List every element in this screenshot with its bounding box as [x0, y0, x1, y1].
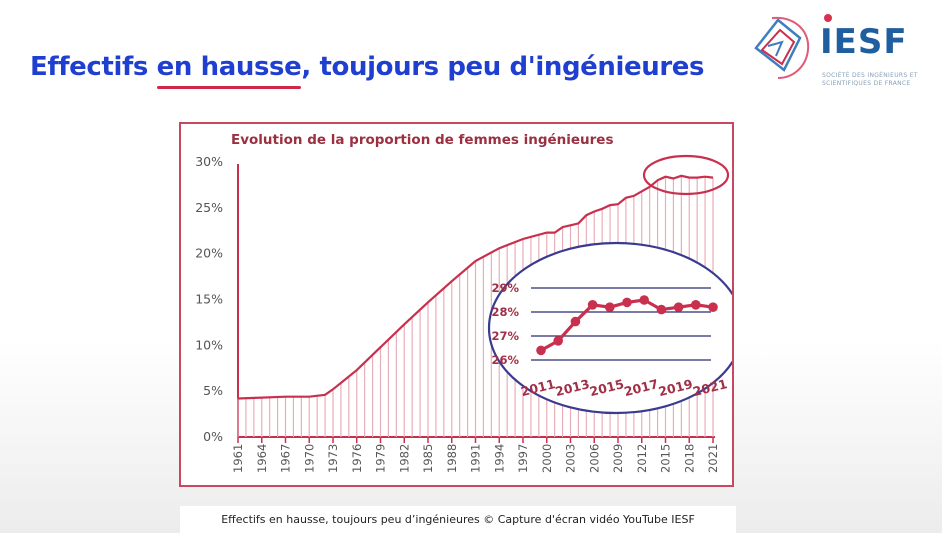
headline-part-2: , toujours peu d'ingénieures: [301, 52, 705, 82]
x-tick-label: 1979: [374, 444, 388, 473]
inset-data-point: [673, 302, 684, 312]
inset-y-tick-label: 28%: [491, 305, 519, 319]
highlight-ellipse: [642, 154, 730, 196]
x-tick-label: 2006: [587, 444, 601, 473]
x-tick-label: 1976: [350, 444, 364, 473]
inset-data-point: [691, 300, 701, 310]
inset-y-tick-label: 27%: [491, 329, 519, 343]
inset-data-point: [536, 345, 546, 356]
x-tick-label: 1997: [516, 444, 530, 473]
main-series-line: [237, 174, 714, 400]
x-tick-label: 1985: [421, 444, 435, 473]
x-tick-label: 1967: [279, 444, 293, 473]
x-tick-label: 2009: [611, 444, 625, 473]
x-tick-label: 1961: [231, 444, 245, 473]
y-tick-label: 20%: [195, 246, 223, 261]
y-tick-label: 25%: [195, 200, 223, 215]
logo-subtitle-2: SCIENTIFIQUES DE FRANCE: [822, 80, 911, 87]
y-tick-label: 10%: [195, 337, 223, 352]
x-tick-label: 2003: [564, 444, 578, 473]
x-tick-label: 1973: [326, 444, 340, 473]
x-tick-label: 1988: [445, 444, 459, 473]
inset-data-point: [656, 304, 667, 315]
logo-dot-icon: [824, 14, 832, 22]
x-tick-label: 1964: [255, 444, 269, 473]
x-tick-label: 2012: [635, 444, 649, 473]
inset-data-point: [587, 300, 598, 310]
chart-svg: Evolution de la proportion de femmes ing…: [195, 132, 732, 473]
x-tick-label: 1994: [492, 444, 506, 473]
inset-data-point: [553, 336, 563, 346]
y-tick-label: 5%: [203, 383, 223, 398]
x-tick-label: 2021: [706, 444, 720, 473]
x-tick-label: 2018: [682, 444, 696, 473]
chart-frame: Evolution de la proportion de femmes ing…: [179, 122, 734, 487]
x-tick-label: 2015: [659, 444, 673, 473]
inset-data-point: [570, 316, 581, 327]
inset-data-point: [605, 302, 615, 312]
y-tick-label: 15%: [195, 292, 223, 307]
y-tick-label: 0%: [203, 429, 223, 444]
iesf-logo: IESF SOCIÉTÉ DES INGÉNIEURS ET SCIENTIFI…: [748, 10, 928, 90]
inset-data-point: [622, 297, 632, 308]
x-tick-label: 2000: [540, 444, 554, 473]
y-tick-label: 30%: [195, 154, 223, 169]
x-tick-label: 1970: [302, 444, 316, 473]
headline: Effectifs en hausse, toujours peu d'ingé…: [30, 52, 704, 82]
x-tick-label: 1982: [397, 444, 411, 473]
inset-data-point: [639, 295, 649, 305]
chart-title: Evolution de la proportion de femmes ing…: [231, 132, 614, 148]
inset-y-tick-label: 26%: [491, 353, 519, 367]
inset-zoom-circle: [487, 241, 732, 415]
image-caption: Effectifs en hausse, toujours peu d’ingé…: [180, 506, 736, 533]
logo-subtitle-1: SOCIÉTÉ DES INGÉNIEURS ET: [822, 72, 918, 79]
headline-part-1: Effectifs: [30, 52, 157, 82]
inset-y-tick-label: 29%: [491, 281, 519, 295]
x-tick-label: 1991: [469, 444, 483, 473]
headline-highlight: en hausse: [156, 52, 302, 82]
logo-emblem-icon: [754, 16, 810, 79]
inset-data-point: [708, 302, 718, 312]
logo-wordmark: IESF: [820, 22, 908, 62]
